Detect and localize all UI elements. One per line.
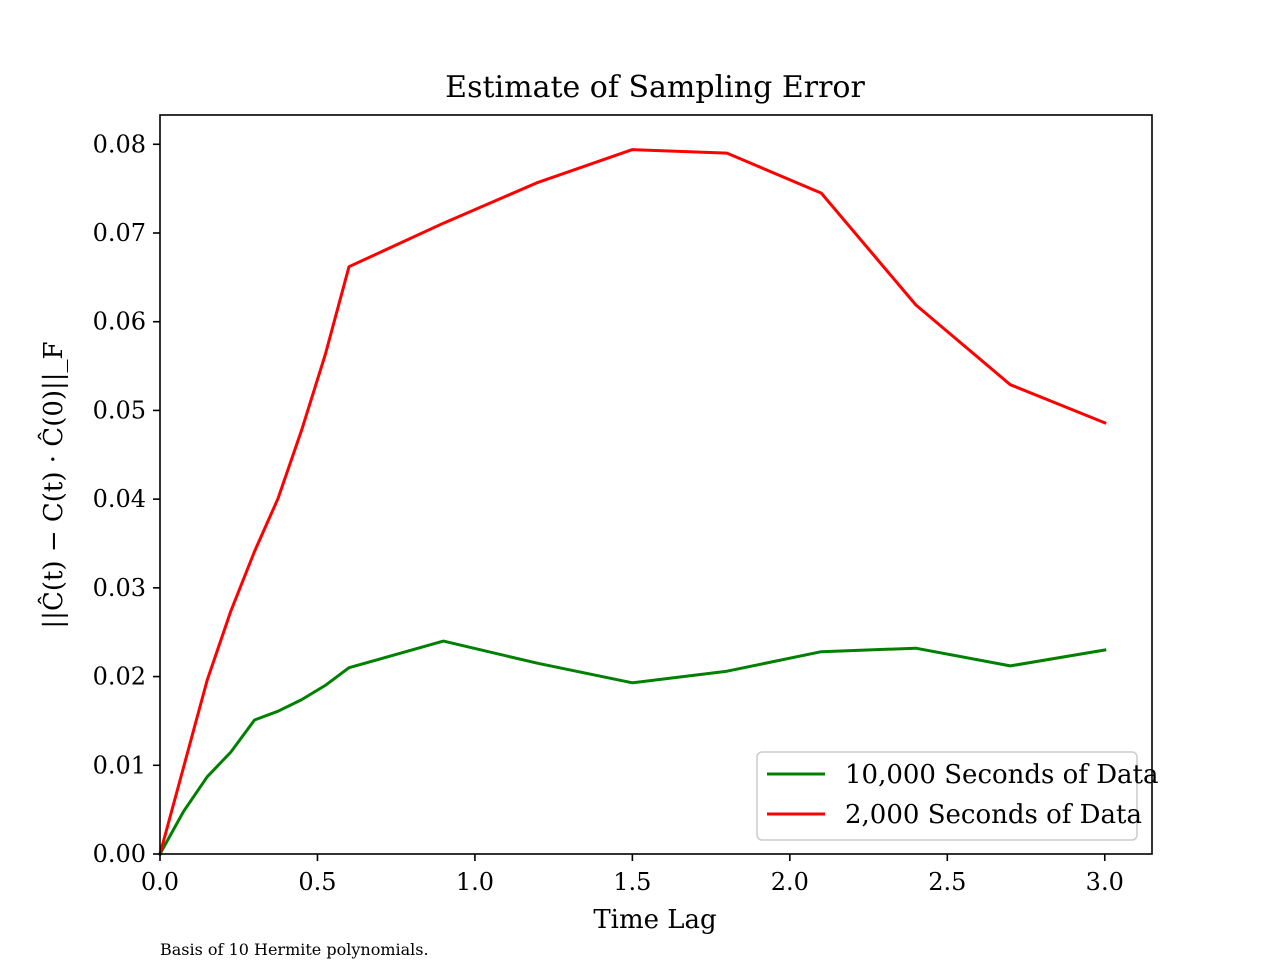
legend-box: [756, 751, 1138, 841]
series-line-0: [157, 639, 1107, 857]
figure-caption: Basis of 10 Hermite polynomials.: [160, 940, 429, 959]
x-tick-label: 0.0: [141, 868, 179, 896]
y-tick-label: 0.00: [93, 840, 146, 868]
plot-frame: [159, 114, 1153, 855]
series-layer: [157, 148, 1107, 857]
y-tick-label: 0.02: [93, 663, 146, 691]
y-axis: 0.00 0.01 0.02 0.03 0.04 0.05 0.06 0.07 0.08: [93, 130, 160, 868]
y-tick-label: 0.05: [93, 396, 146, 424]
legend-label-1: 2,000 Seconds of Data: [845, 800, 1142, 830]
x-tick-label: 3.0: [1086, 868, 1124, 896]
y-tick-label: 0.01: [93, 751, 146, 779]
plot-area: [157, 114, 1153, 857]
legend: 10,000 Seconds of Data 2,000 Seconds of D…: [756, 751, 1159, 841]
y-tick-label: 0.07: [93, 219, 146, 247]
x-axis: 0.0 0.5 1.0 1.5 2.0 2.5 3.0: [141, 854, 1124, 896]
legend-label-0: 10,000 Seconds of Data: [845, 760, 1159, 790]
series-line-1: [158, 148, 1107, 856]
y-axis-label: ||Ĉ(t) − C(t) · Ĉ(0)||_F: [37, 341, 69, 628]
x-axis-label: Time Lag: [593, 905, 716, 935]
chart-title: Estimate of Sampling Error: [445, 70, 865, 105]
y-tick-label: 0.04: [93, 485, 146, 513]
y-tick-label: 0.06: [93, 308, 146, 336]
y-tick-label: 0.03: [93, 574, 146, 602]
x-tick-label: 1.0: [456, 868, 494, 896]
y-tick-label: 0.08: [93, 130, 146, 158]
x-tick-label: 2.0: [771, 868, 809, 896]
x-tick-label: 2.5: [928, 868, 966, 896]
plot-background: [160, 115, 1152, 854]
x-tick-label: 1.5: [613, 868, 651, 896]
x-tick-label: 0.5: [298, 868, 336, 896]
